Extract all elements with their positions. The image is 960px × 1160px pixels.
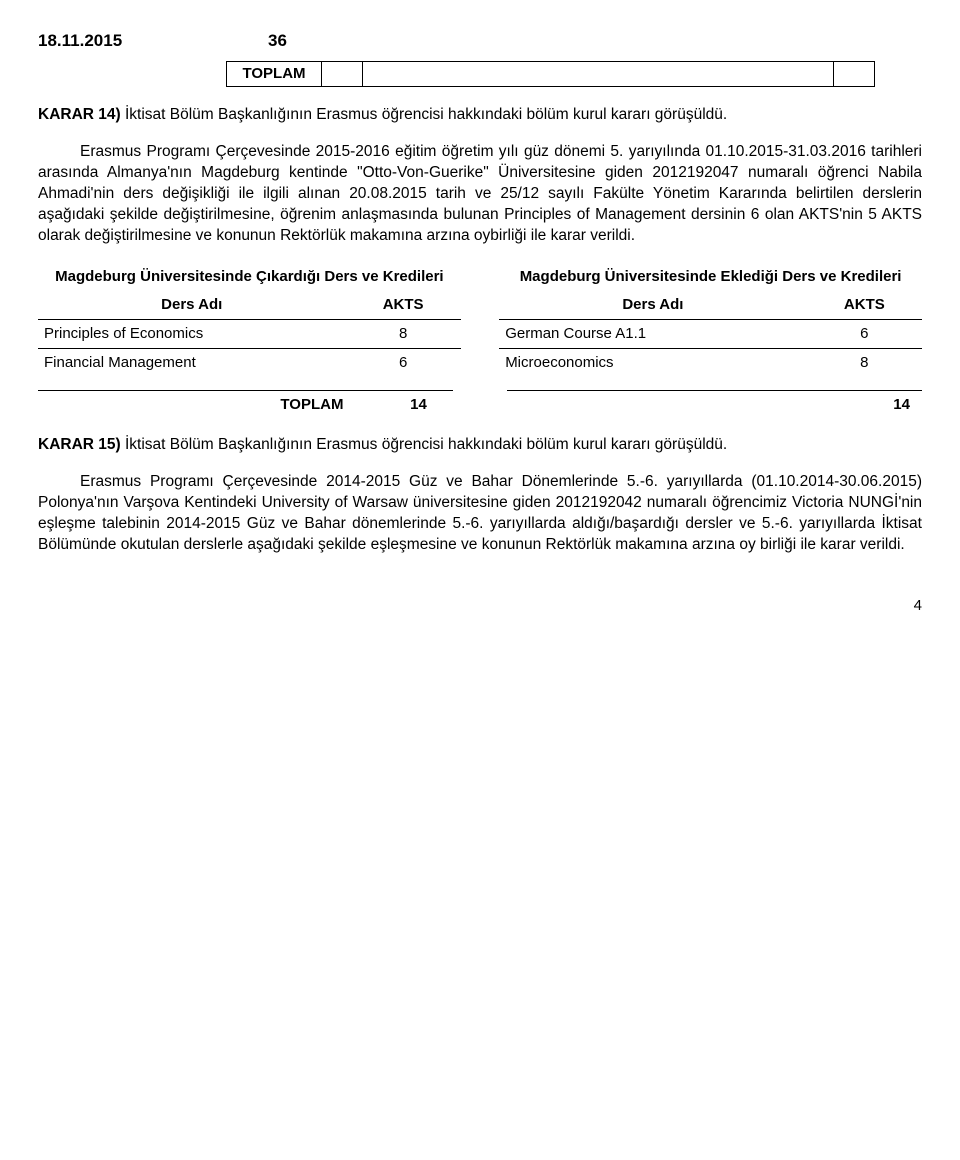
karar15-title: KARAR 15) İktisat Bölüm Başkanlığının Er…	[38, 435, 922, 456]
table14-row: Principles of Economics 8 German Course …	[38, 320, 922, 349]
row0-lname: Principles of Economics	[38, 320, 345, 349]
row0-lakts: 8	[345, 320, 460, 349]
table14-header-row: Magdeburg Üniversitesinde Çıkardığı Ders…	[38, 263, 922, 291]
row0-rname: German Course A1.1	[499, 320, 806, 349]
toplam-gap-1	[322, 61, 363, 87]
karar14-title-bold: KARAR 14)	[38, 106, 121, 123]
karar15-title-bold: KARAR 15)	[38, 436, 121, 453]
table14-right-header: Magdeburg Üniversitesinde Eklediği Ders …	[499, 263, 922, 291]
header-number: 36	[268, 30, 287, 53]
sum-label: TOPLAM	[38, 391, 383, 415]
sum-right-val: 14	[840, 391, 922, 415]
col-right-name: Ders Adı	[499, 291, 806, 320]
karar15-body: Erasmus Programı Çerçevesinde 2014-2015 …	[38, 472, 922, 556]
table14-row: Financial Management 6 Microeconomics 8	[38, 349, 922, 377]
karar15-title-rest: İktisat Bölüm Başkanlığının Erasmus öğre…	[121, 436, 728, 453]
table14-subheader-row: Ders Adı AKTS Ders Adı AKTS	[38, 291, 922, 320]
header-date: 18.11.2015	[38, 30, 268, 53]
toplam-label: TOPLAM	[226, 61, 322, 87]
row1-lname: Financial Management	[38, 349, 345, 377]
col-left-akts: AKTS	[345, 291, 460, 320]
col-left-name: Ders Adı	[38, 291, 345, 320]
karar14-title-rest: İktisat Bölüm Başkanlığının Erasmus öğre…	[121, 106, 728, 123]
toplam-wide	[363, 61, 834, 87]
table14: Magdeburg Üniversitesinde Çıkardığı Ders…	[38, 263, 922, 378]
col-right-akts: AKTS	[807, 291, 922, 320]
row1-lakts: 6	[345, 349, 460, 377]
page-number: 4	[38, 596, 922, 616]
page-header: 18.11.2015 36	[38, 30, 922, 53]
table14-sum: TOPLAM 14 14	[38, 390, 922, 415]
sum-left-val: 14	[383, 391, 453, 415]
row1-rakts: 8	[807, 349, 922, 377]
toplam-gap-2	[834, 61, 875, 87]
toplam-strip: TOPLAM	[226, 61, 922, 87]
karar14-title: KARAR 14) İktisat Bölüm Başkanlığının Er…	[38, 105, 922, 126]
karar14-body: Erasmus Programı Çerçevesinde 2015-2016 …	[38, 142, 922, 247]
row0-rakts: 6	[807, 320, 922, 349]
table14-left-header: Magdeburg Üniversitesinde Çıkardığı Ders…	[38, 263, 461, 291]
row1-rname: Microeconomics	[499, 349, 806, 377]
